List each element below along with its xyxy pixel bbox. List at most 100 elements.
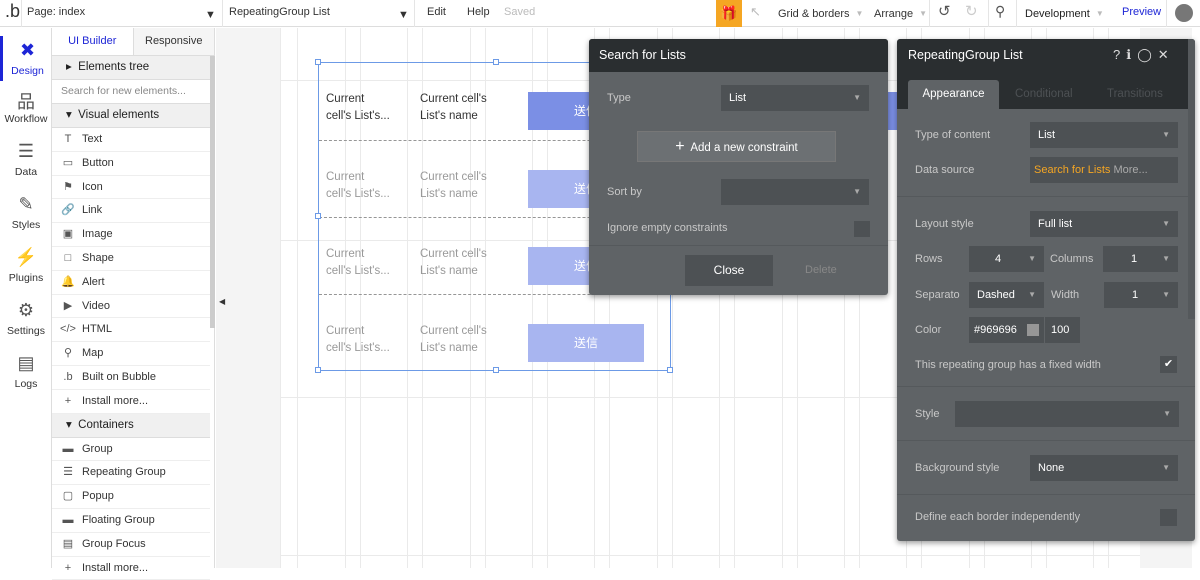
close-button[interactable]: Close (685, 255, 773, 286)
help-icon[interactable]: ? (1113, 47, 1127, 62)
tab-conditional[interactable]: Conditional (1015, 88, 1073, 100)
ignore-checkbox[interactable] (854, 221, 870, 237)
search-icon[interactable]: ⚲ (995, 3, 1006, 19)
info-icon[interactable]: ℹ (1126, 47, 1138, 62)
tab-appearance[interactable]: Appearance (908, 80, 999, 109)
comment-icon[interactable]: ◯ (1137, 47, 1158, 62)
edit-menu[interactable]: Edit (427, 6, 446, 18)
element-item[interactable]: T Text (52, 128, 210, 152)
containers-header[interactable]: ▾ Containers (52, 413, 210, 438)
environment-selector[interactable]: Development ▼ (1025, 0, 1104, 27)
cursor-icon[interactable]: ↖ (750, 4, 761, 19)
nav-logs[interactable]: ▤ Logs (0, 353, 52, 390)
resize-handle[interactable] (493, 367, 499, 373)
collapse-panel-icon[interactable]: ◀ (219, 297, 226, 306)
delete-button[interactable]: Delete (805, 264, 837, 276)
data-source-value[interactable]: Search for Lists (1034, 164, 1111, 176)
element-item[interactable]: ⚲ Map (52, 342, 210, 366)
nav-plugins[interactable]: ⚡ Plugins (0, 247, 52, 284)
help-menu[interactable]: Help (467, 6, 490, 18)
color-input[interactable]: #969696 (969, 317, 1044, 343)
cell-text-2[interactable]: Current cell's List's name (420, 323, 487, 357)
style-dropdown[interactable]: ▼ (955, 401, 1179, 427)
element-item[interactable]: ▤ Group Focus (52, 533, 210, 557)
background-dropdown[interactable]: None ▼ (1030, 455, 1178, 481)
element-item[interactable]: ▣ Image (52, 223, 210, 247)
cell-text-1[interactable]: Current cell's List's... (326, 246, 390, 280)
visual-elements-header[interactable]: ▾ Visual elements (52, 104, 210, 128)
nav-data[interactable]: ☰ Data (0, 141, 52, 178)
resize-handle[interactable] (315, 59, 321, 65)
elements-tree-toggle[interactable]: ▸ Elements tree (52, 56, 210, 80)
undo-icon[interactable]: ↺ (938, 3, 951, 20)
nav-settings[interactable]: ⚙ Settings (0, 300, 52, 337)
cell-text-2[interactable]: Current cell's List's name (420, 169, 487, 203)
element-item[interactable]: 🔔 Alert (52, 271, 210, 295)
nav-workflow[interactable]: 品 Workflow (0, 88, 52, 125)
line: cell's List's... (326, 265, 390, 277)
close-icon[interactable]: ✕ (1157, 47, 1175, 62)
document-icon: ▤ (17, 353, 35, 373)
saved-status: Saved (504, 6, 536, 18)
cell-text-1[interactable]: Current cell's List's... (326, 169, 390, 203)
element-item[interactable]: .b Built on Bubble (52, 366, 210, 390)
sort-dropdown[interactable]: ▼ (721, 179, 869, 205)
element-selector[interactable]: RepeatingGroup List (229, 6, 330, 18)
element-item[interactable]: + Install more... (52, 557, 210, 580)
border-checkbox[interactable] (1160, 509, 1177, 526)
width-dropdown[interactable]: 1 ▼ (1104, 282, 1178, 308)
element-item[interactable]: ▶ Video (52, 295, 210, 319)
send-button[interactable]: 送信 (528, 324, 644, 362)
cell-text-1[interactable]: Current cell's List's... (326, 323, 390, 357)
fixed-width-checkbox[interactable]: ✔ (1160, 356, 1177, 373)
more-link[interactable]: More... (1113, 164, 1148, 176)
arrange-menu[interactable]: Arrange ▼ (874, 0, 927, 27)
separator-dropdown[interactable]: Dashed ▼ (969, 282, 1044, 308)
layout-dropdown[interactable]: Full list ▼ (1030, 211, 1178, 237)
type-dropdown[interactable]: List ▼ (721, 85, 869, 111)
redo-icon[interactable]: ↻ (965, 3, 978, 20)
resize-handle[interactable] (315, 367, 321, 373)
avatar[interactable] (1175, 4, 1193, 22)
cell-text-2[interactable]: Current cell's List's name (420, 246, 487, 280)
element-item[interactable]: ☰ Repeating Group (52, 461, 210, 486)
line: List's name (420, 110, 478, 122)
resize-handle[interactable] (493, 59, 499, 65)
element-item[interactable]: 🔗 Link (52, 199, 210, 224)
add-constraint-button[interactable]: + Add a new constraint (637, 131, 836, 162)
cell-text-2[interactable]: Current cell's List's name (420, 91, 487, 125)
element-item[interactable]: ▬ Floating Group (52, 509, 210, 533)
element-item[interactable]: ⚑ Icon (52, 176, 210, 200)
tab-transitions[interactable]: Transitions (1107, 88, 1163, 100)
color-swatch[interactable] (1027, 324, 1039, 336)
page-selector[interactable]: Page: index (27, 6, 86, 18)
gift-icon[interactable]: 🎁 (716, 0, 742, 27)
cell-text-1[interactable]: Current cell's List's... (326, 91, 390, 125)
element-item[interactable]: ▭ Button (52, 152, 210, 176)
nav-design[interactable]: ✖ Design (0, 36, 52, 81)
property-scrollbar[interactable] (1188, 39, 1195, 319)
type-content-dropdown[interactable]: List ▼ (1030, 122, 1178, 148)
panel-scrollbar[interactable] (210, 56, 215, 328)
opacity-input[interactable]: 100 (1045, 317, 1080, 343)
element-icon: ⚑ (63, 180, 73, 193)
bubble-logo[interactable]: .b (5, 1, 21, 21)
rows-dropdown[interactable]: 4 ▼ (969, 246, 1044, 272)
element-item[interactable]: ▬ Group (52, 438, 210, 462)
resize-handle[interactable] (667, 367, 673, 373)
tab-ui-builder[interactable]: UI Builder (68, 35, 117, 47)
element-item[interactable]: + Install more... (52, 390, 210, 414)
resize-handle[interactable] (315, 213, 321, 219)
nav-styles[interactable]: ✎ Styles (0, 194, 52, 231)
element-item[interactable]: ▢ Popup (52, 485, 210, 509)
search-elements-input[interactable]: Search for new elements... (52, 80, 210, 104)
data-source-field[interactable]: Search for Lists More... (1030, 157, 1178, 183)
tab-responsive[interactable]: Responsive (132, 28, 214, 55)
grid-borders-menu[interactable]: Grid & borders ▼ (778, 0, 863, 27)
columns-dropdown[interactable]: 1 ▼ (1103, 246, 1178, 272)
element-item[interactable]: </> HTML (52, 318, 210, 343)
chevron-down-icon: ▼ (1162, 130, 1170, 139)
element-item[interactable]: □ Shape (52, 247, 210, 271)
preview-button[interactable]: Preview (1122, 6, 1162, 18)
chevron-down-icon: ▼ (1162, 254, 1170, 263)
